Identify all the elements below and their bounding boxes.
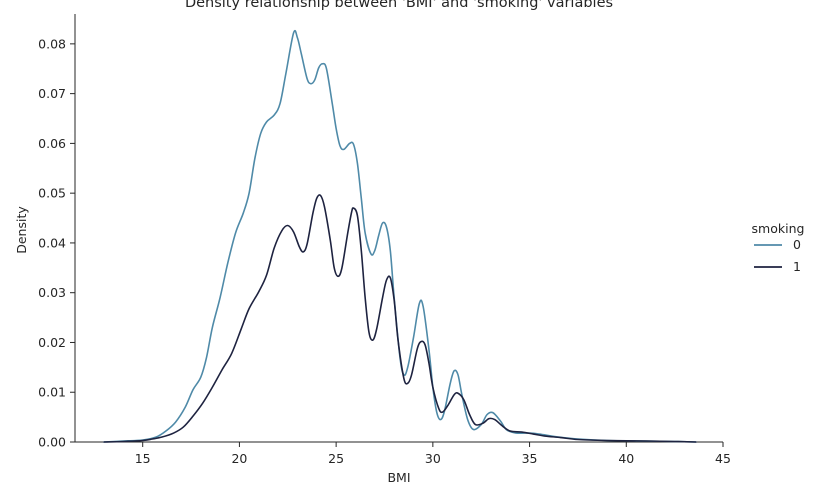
x-tick-label: 25: [328, 451, 344, 466]
legend-items: 01: [754, 237, 801, 274]
y-tick-label: 0.06: [38, 136, 66, 151]
y-tick-label: 0.03: [38, 285, 66, 300]
y-axis-label: Density: [14, 206, 29, 254]
series-line-smoking-1: [103, 194, 697, 443]
legend: smoking 01: [752, 221, 805, 274]
x-tick-label: 30: [425, 451, 441, 466]
chart-title: Density relationship between 'BMI' and '…: [185, 0, 613, 11]
y-tick-label: 0.08: [38, 36, 66, 51]
x-tick-label: 40: [618, 451, 634, 466]
legend-label-1: 1: [793, 259, 801, 274]
legend-label-0: 0: [793, 237, 801, 252]
legend-title: smoking: [752, 221, 805, 236]
x-tick-label: 35: [522, 451, 538, 466]
y-tick-label: 0.05: [38, 186, 66, 201]
y-tick-label: 0.02: [38, 335, 66, 350]
x-tick-label: 20: [231, 451, 247, 466]
series-layer: [103, 29, 697, 443]
y-tick-label: 0.01: [38, 385, 66, 400]
x-tick-label: 45: [715, 451, 731, 466]
y-tick-label: 0.04: [38, 235, 66, 250]
y-tick-label: 0.00: [38, 435, 66, 450]
x-tick-label: 15: [135, 451, 151, 466]
y-axis-ticks: 0.00 0.01 0.02 0.03 0.04 0.05 0.06 0.07 0.08: [38, 36, 75, 450]
x-axis-ticks: 15 20 25 30 35 40 45: [135, 442, 731, 466]
y-tick-label: 0.07: [38, 86, 66, 101]
x-axis-label: BMI: [387, 470, 410, 485]
series-line-smoking-0: [103, 29, 697, 443]
